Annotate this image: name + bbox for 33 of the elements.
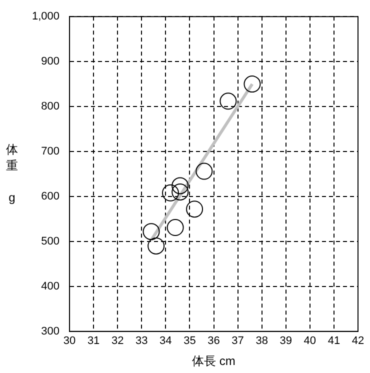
x-axis-title: 体長 cm [192,354,236,368]
x-tick-label: 41 [328,335,340,348]
x-tick-label: 37 [232,335,244,348]
point [142,223,160,240]
x-tick-label: 36 [208,335,220,348]
y-tick-label: 900 [41,56,60,68]
x-tick-label: 31 [87,335,100,348]
x-tick-label: 40 [304,335,316,348]
x-tick-label: 35 [184,335,196,348]
point [186,200,204,218]
y-tick-label: 700 [41,146,60,158]
point [148,237,165,254]
x-tick-label: 38 [256,335,268,348]
point [244,76,261,93]
y-tick-label: 300 [41,325,60,338]
point [162,184,179,202]
y-tick-label: 600 [41,190,60,203]
point [166,219,184,236]
point [196,162,213,180]
y-tick-label: 800 [41,100,60,113]
text: 体重 g [6,142,18,204]
y-tick-label: 500 [41,235,60,248]
x-tick-label: 30 [63,335,76,348]
x-tick-label: 34 [160,335,172,348]
y-tick-label: 1,000 [32,10,60,23]
point [220,92,237,110]
x-tick-label: 39 [280,335,292,348]
x-tick-label: 32 [111,335,124,348]
y-tick-label: 400 [41,280,60,292]
point [172,183,189,200]
point [172,177,189,194]
x-tick-label: 42 [352,335,364,348]
x-tick-label: 33 [136,335,148,348]
